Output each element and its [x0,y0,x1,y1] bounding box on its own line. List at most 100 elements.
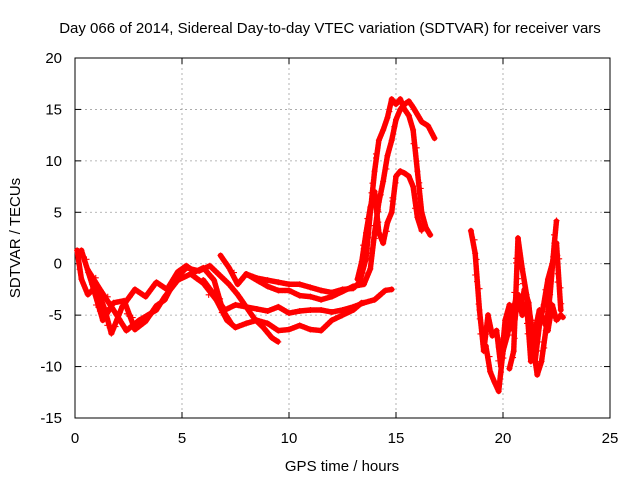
data-point [380,127,387,133]
data-point [243,271,250,277]
data-point [425,122,432,129]
data-point [328,309,335,316]
data-point [544,276,551,283]
data-point [260,324,267,331]
data-point [534,347,541,354]
data-point [532,358,539,365]
data-point [84,266,91,273]
data-point [471,236,478,243]
data-point [78,276,85,283]
data-point [367,265,374,272]
data-point [339,307,346,313]
data-point [123,310,130,317]
data-point [382,287,389,294]
data-point [493,327,500,334]
data-point [414,168,421,175]
data-point [467,227,474,234]
data-point [524,307,531,314]
data-point [550,253,557,260]
data-point [487,368,494,375]
data-point [473,256,480,263]
data-point [388,96,395,103]
chart-title: Day 066 of 2014, Sidereal Day-to-day VTE… [59,20,601,37]
data-point [360,299,367,306]
data-point [414,214,421,221]
data-point [84,291,91,298]
data-point [296,292,303,299]
data-point [196,267,203,274]
data-point [371,188,378,195]
data-point [418,227,425,234]
data-point [360,242,367,249]
y-tick-labels: -15 -10 -5 0 5 10 15 20 [40,50,62,427]
data-point [358,265,365,272]
data-point [131,326,138,333]
data-point [474,278,481,285]
data-point [559,314,566,321]
data-point [551,231,558,238]
data-point [129,314,136,321]
data-point [96,308,103,315]
series-trace [354,168,425,282]
data-point [364,215,371,222]
data-point [275,287,282,294]
data-point [540,301,547,308]
data-point [211,291,218,298]
data-point [104,307,111,314]
data-point [217,295,224,302]
data-point [553,317,560,324]
data-point [500,355,507,362]
data-point [169,281,176,288]
data-point [554,279,561,286]
data-point [328,289,335,296]
data-point [506,301,513,308]
data-point [232,324,239,331]
data-point [92,274,99,281]
data-point [264,320,271,327]
y-tick-label: -5 [49,307,62,324]
data-point [371,202,378,209]
data-point [218,309,225,316]
x-tick-labels: 0 5 10 15 20 25 [71,430,619,447]
data-points [74,96,566,395]
data-point [405,112,412,119]
data-point [99,317,106,324]
data-point [527,317,534,324]
data-point [472,272,479,278]
data-point [486,325,493,332]
data-point [318,296,325,303]
data-point [422,224,429,231]
data-point [519,280,526,287]
data-point [375,206,382,213]
data-point [318,327,325,334]
data-point [253,305,260,312]
data-point [286,281,292,288]
data-point [153,279,160,286]
data-point [543,312,550,319]
data-point [264,283,271,290]
data-point [275,303,282,310]
data-point [412,190,419,197]
data-point [372,150,379,157]
data-point [386,108,393,115]
data-point [393,116,399,123]
data-point [350,285,357,292]
data-point [367,204,374,211]
data-point [554,252,561,259]
data-point [275,327,282,334]
data-point [511,289,518,296]
data-point [485,318,492,325]
y-tick-label: -15 [40,410,62,427]
x-tick-label: 25 [602,430,619,447]
data-point [392,179,399,186]
data-point [234,291,241,298]
series-j [506,235,565,372]
data-point [397,96,404,103]
y-tick-label: -10 [40,359,62,376]
data-point [512,304,519,311]
data-point [391,123,398,130]
data-point [410,104,417,111]
data-point [206,262,213,269]
data-point [318,307,325,313]
data-point [553,217,560,224]
